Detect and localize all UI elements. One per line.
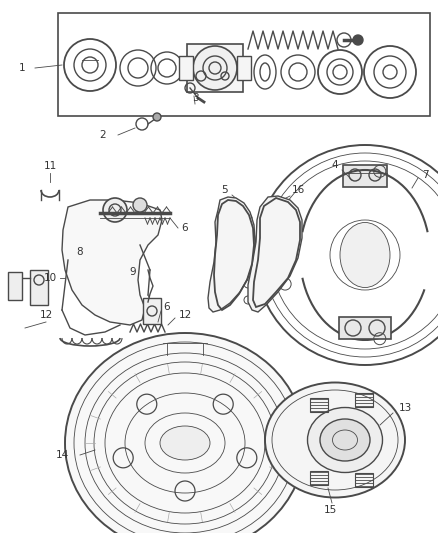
Bar [179, 56, 193, 80]
Text: 9: 9 [130, 267, 136, 277]
Text: 4: 4 [332, 160, 338, 170]
Bar [187, 44, 243, 92]
Bar [355, 393, 373, 407]
Ellipse shape [160, 426, 210, 460]
Circle shape [353, 35, 363, 45]
Circle shape [153, 113, 161, 121]
Bar [8, 272, 22, 300]
Bar [143, 298, 161, 324]
Text: 7: 7 [422, 170, 428, 180]
Ellipse shape [265, 383, 405, 497]
Text: 15: 15 [323, 505, 337, 515]
Circle shape [343, 233, 387, 277]
Ellipse shape [320, 419, 370, 461]
Text: 8: 8 [77, 247, 83, 257]
Bar [343, 165, 387, 187]
Text: 1: 1 [19, 63, 25, 73]
Polygon shape [62, 200, 162, 325]
Bar [310, 398, 328, 412]
Text: 5: 5 [222, 185, 228, 195]
Text: 10: 10 [43, 273, 57, 283]
Polygon shape [208, 197, 255, 312]
Text: 6: 6 [164, 302, 170, 312]
Ellipse shape [65, 333, 305, 533]
Polygon shape [248, 196, 302, 312]
Text: 12: 12 [178, 310, 192, 320]
Circle shape [133, 198, 147, 212]
Bar [58, 13, 430, 116]
Circle shape [103, 198, 127, 222]
Bar [355, 473, 373, 487]
Bar [339, 317, 391, 339]
Text: 3: 3 [192, 93, 198, 103]
Text: 6: 6 [182, 223, 188, 233]
Bar [310, 471, 328, 485]
Text: 2: 2 [100, 130, 106, 140]
Bar [237, 56, 251, 80]
Ellipse shape [340, 222, 390, 287]
Circle shape [193, 46, 237, 90]
Bar [347, 240, 383, 270]
Text: 13: 13 [399, 403, 412, 413]
Bar [30, 270, 48, 305]
Text: 11: 11 [43, 161, 57, 171]
Text: 12: 12 [39, 310, 53, 320]
Text: 14: 14 [55, 450, 69, 460]
Ellipse shape [307, 408, 382, 472]
Text: 16: 16 [291, 185, 304, 195]
